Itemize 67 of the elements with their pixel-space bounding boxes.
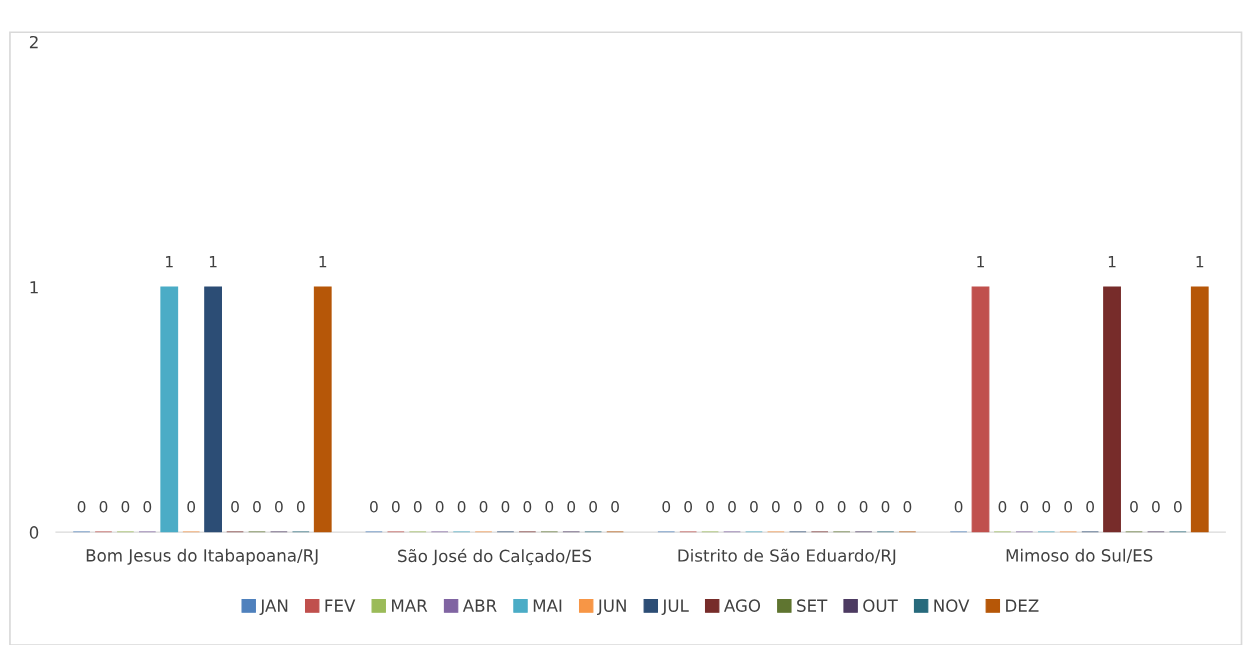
data-label: 1 bbox=[977, 256, 984, 268]
y-tick-label: 1 bbox=[30, 281, 38, 294]
legend-label: OUT bbox=[863, 599, 898, 612]
data-label: 0 bbox=[793, 500, 802, 513]
data-label: 0 bbox=[1064, 500, 1073, 513]
data-label: 0 bbox=[954, 500, 963, 513]
data-label: 0 bbox=[837, 500, 846, 513]
legend-label: MAR bbox=[392, 599, 428, 612]
data-label: 0 bbox=[662, 500, 671, 513]
legend-label: ABR bbox=[462, 599, 497, 612]
data-label: 0 bbox=[370, 500, 378, 513]
legend-label: MAI bbox=[533, 599, 562, 612]
legend-label: FEV bbox=[325, 599, 356, 612]
data-label: 0 bbox=[728, 500, 736, 513]
y-tick-label: 2 bbox=[29, 35, 38, 49]
data-label: 0 bbox=[611, 500, 619, 513]
data-label: 0 bbox=[815, 500, 824, 513]
data-label: 0 bbox=[1173, 500, 1182, 513]
data-label: 0 bbox=[567, 500, 576, 513]
data-label: 0 bbox=[706, 500, 714, 513]
data-label: 0 bbox=[296, 500, 305, 513]
data-label: 0 bbox=[545, 500, 554, 513]
data-label: 1 bbox=[1196, 256, 1204, 268]
legend-label: DEZ bbox=[1006, 599, 1039, 612]
data-label: 0 bbox=[1042, 500, 1051, 513]
data-label: 1 bbox=[166, 256, 173, 268]
legend-label: SET bbox=[797, 599, 828, 612]
data-label: 0 bbox=[881, 500, 890, 513]
data-label: 0 bbox=[391, 500, 400, 513]
data-label: 0 bbox=[413, 500, 422, 513]
data-label: 0 bbox=[998, 500, 1007, 513]
x-tick-label: Distrito de São Eduardo/RJ bbox=[678, 548, 896, 565]
data-label: 0 bbox=[479, 500, 488, 513]
legend-label: JUN bbox=[597, 599, 626, 616]
data-label: 0 bbox=[859, 500, 868, 513]
data-label: 0 bbox=[231, 500, 239, 513]
data-label: 0 bbox=[77, 500, 86, 513]
x-tick-label: São José do Calçado/ES bbox=[398, 548, 592, 566]
data-label: 0 bbox=[750, 500, 758, 513]
data-label: 1 bbox=[209, 256, 217, 268]
data-label: 0 bbox=[99, 500, 108, 513]
data-label: 0 bbox=[684, 500, 693, 513]
data-label: 0 bbox=[1020, 500, 1029, 513]
data-label: 0 bbox=[275, 500, 283, 513]
data-label: 0 bbox=[121, 500, 130, 513]
data-label: 0 bbox=[253, 500, 261, 513]
data-label: 0 bbox=[457, 500, 466, 513]
data-label: 0 bbox=[435, 500, 444, 513]
data-label: 0 bbox=[772, 500, 780, 513]
data-label: 0 bbox=[187, 500, 196, 513]
legend-label: JUL bbox=[661, 599, 689, 616]
data-label: 0 bbox=[1152, 500, 1160, 513]
data-label: 0 bbox=[1086, 500, 1094, 513]
legend-label: NOV bbox=[934, 599, 970, 612]
data-label: 0 bbox=[589, 500, 597, 513]
x-tick-label: Bom Jesus do Itabapoana/RJ bbox=[86, 548, 318, 565]
data-label: 0 bbox=[903, 500, 912, 513]
legend-label: AGO bbox=[723, 599, 761, 612]
x-tick-label: Mimoso do Sul/ES bbox=[1006, 548, 1153, 563]
data-label: 0 bbox=[501, 500, 510, 513]
data-label: 1 bbox=[1108, 256, 1116, 268]
data-label: 1 bbox=[319, 256, 327, 268]
data-label: 0 bbox=[1130, 500, 1138, 513]
data-label: 0 bbox=[523, 500, 532, 513]
legend-label: JAN bbox=[259, 599, 288, 616]
data-label: 0 bbox=[143, 500, 152, 513]
y-tick-label: 0 bbox=[29, 526, 39, 539]
